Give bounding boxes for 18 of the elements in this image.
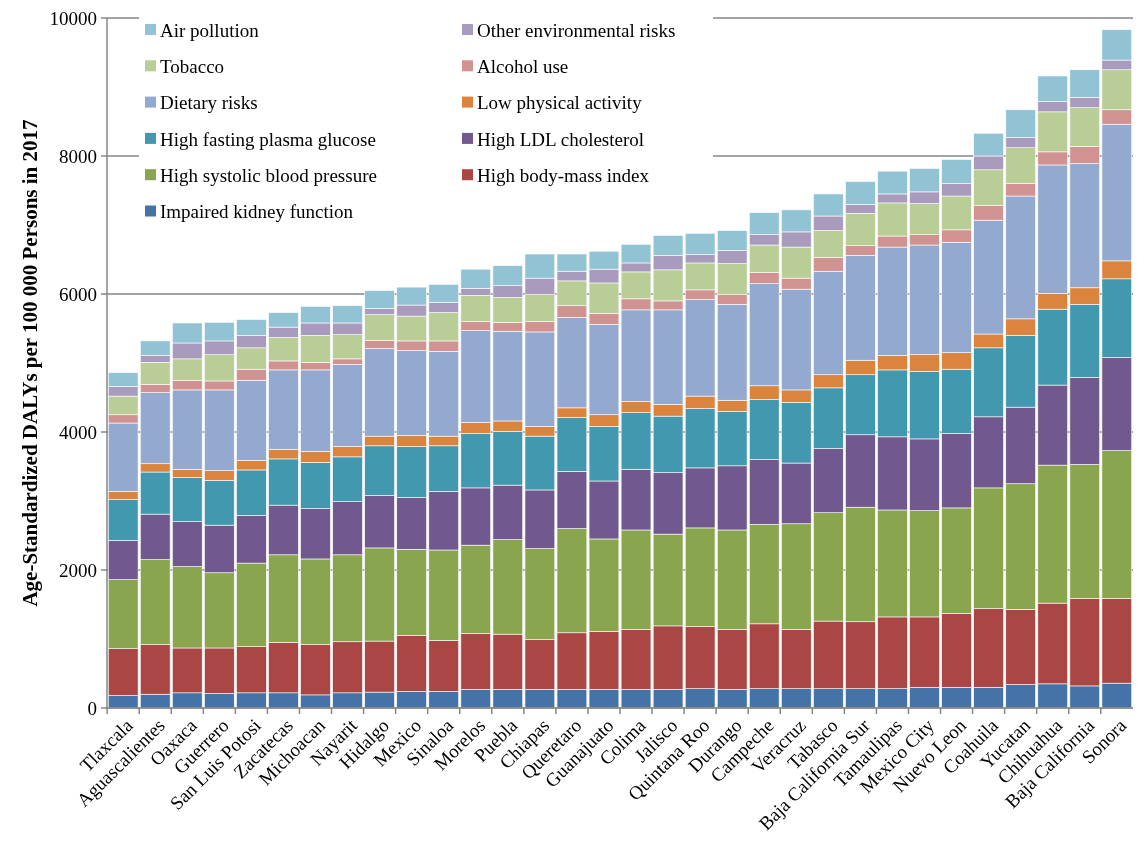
legend-label: Air pollution (160, 19, 260, 41)
legend-label: High LDL cholesterol (477, 128, 645, 150)
legend-label: Tobacco (160, 55, 225, 77)
y-tick-label: 8000 (59, 145, 97, 167)
legend-label: Alcohol use (477, 55, 569, 77)
legend-label: High systolic blood pressure (160, 164, 377, 186)
legend-label: Dietary risks (160, 92, 258, 114)
y-tick-label: 4000 (59, 421, 97, 443)
legend-label: Impaired kidney function (160, 201, 354, 223)
y-tick-label: 10000 (49, 7, 97, 29)
legend-label: High fasting plasma glucose (160, 128, 376, 150)
legend-label: Other environmental risks (477, 19, 676, 41)
y-tick-label: 0 (87, 697, 97, 719)
y-tick-label: 2000 (59, 559, 97, 581)
y-tick-label: 6000 (59, 283, 97, 305)
legend-label: Low physical activity (477, 92, 643, 114)
y-axis-title: Age-Standardized DALYs per 100 000 Persons in 2017 (18, 119, 42, 607)
legend-label: High body-mass index (477, 164, 650, 186)
